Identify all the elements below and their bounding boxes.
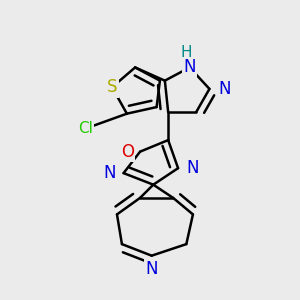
Text: H: H <box>181 45 192 60</box>
Text: N: N <box>218 80 231 98</box>
Text: S: S <box>107 78 117 96</box>
Text: Cl: Cl <box>78 121 93 136</box>
Text: N: N <box>146 260 158 278</box>
Text: N: N <box>187 159 199 177</box>
Text: N: N <box>183 58 196 76</box>
Text: O: O <box>121 143 134 161</box>
Text: N: N <box>103 164 116 182</box>
